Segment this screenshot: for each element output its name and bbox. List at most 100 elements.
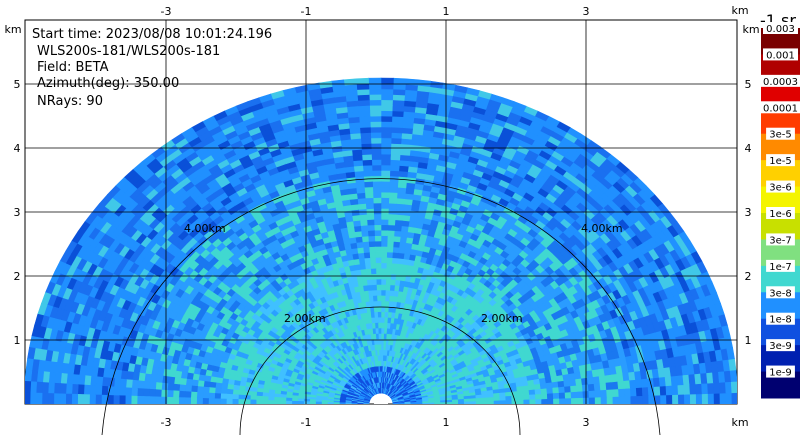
radar-cell	[365, 268, 372, 275]
radar-cell	[392, 99, 405, 107]
radar-cell	[380, 93, 394, 101]
radar-cell	[642, 395, 650, 404]
radar-cell	[629, 387, 638, 397]
radar-cell	[358, 115, 371, 123]
radar-cell	[570, 384, 578, 393]
radar-cell	[399, 154, 410, 162]
radar-cell	[380, 262, 387, 269]
radar-cell	[371, 159, 382, 166]
radar-cell	[377, 311, 382, 318]
radar-cell	[570, 391, 578, 399]
radar-cell	[695, 393, 703, 404]
radar-cell	[606, 388, 614, 398]
radar-cell	[388, 202, 397, 210]
radar-cell	[391, 115, 404, 123]
radar-cell	[385, 267, 392, 275]
radar-cell	[629, 379, 637, 389]
radar-cell	[375, 267, 382, 275]
radar-cell	[581, 383, 590, 392]
radar-cell	[564, 391, 572, 399]
radar-cell	[392, 94, 406, 101]
radar-cell	[380, 202, 390, 209]
radar-cell	[369, 99, 382, 106]
radar-cell	[386, 251, 393, 259]
radar-cell	[600, 396, 608, 404]
radar-cell	[380, 99, 393, 106]
radar-cell	[552, 392, 560, 399]
radar-cell	[385, 278, 391, 286]
radar-cell	[380, 289, 386, 296]
radar-cell	[725, 392, 733, 404]
radar-cell	[724, 381, 733, 394]
radar-cell	[373, 224, 382, 231]
radar-cell	[576, 397, 584, 404]
radar-cell	[380, 180, 390, 188]
radar-cell	[372, 180, 382, 188]
radar-cell	[368, 93, 382, 101]
radar-cell	[380, 246, 388, 253]
radar-cell	[370, 131, 382, 139]
radar-cell	[355, 241, 364, 249]
radar-cell	[391, 262, 398, 270]
radar-cell	[683, 383, 691, 395]
radar-cell	[392, 246, 400, 254]
radar-cell	[371, 153, 382, 160]
radar-cell	[353, 225, 362, 233]
radar-cell	[380, 153, 391, 160]
radar-cell	[576, 390, 584, 399]
radar-cell	[487, 400, 495, 404]
radar-cell	[363, 181, 374, 188]
radar-cell	[677, 384, 685, 395]
radar-cell	[372, 186, 382, 193]
radar-cell	[505, 395, 513, 401]
radar-cell	[391, 104, 405, 112]
radar-cell	[370, 267, 377, 275]
radar-cell	[369, 110, 382, 117]
radar-cell	[371, 284, 377, 291]
radar-cell	[388, 191, 398, 199]
radar-cell	[624, 387, 632, 397]
radar-cell	[372, 295, 378, 302]
radar-cell	[387, 213, 396, 221]
radar-cell	[623, 379, 631, 389]
radar-cell	[376, 294, 382, 302]
radar-cell	[361, 241, 370, 248]
radar-cell	[695, 383, 703, 395]
radar-cell	[396, 257, 404, 265]
radar-cell	[398, 246, 406, 254]
radar-cell	[364, 191, 374, 199]
radar-cell	[380, 229, 388, 237]
radar-cell	[383, 316, 388, 324]
radar-cell	[390, 132, 403, 139]
radar-cell	[606, 396, 614, 404]
radar-cell	[391, 126, 403, 134]
radar-cell	[377, 316, 382, 323]
radar-cell	[360, 143, 372, 150]
radar-cell	[360, 137, 372, 145]
radar-cell	[385, 284, 391, 291]
radar-cell	[380, 115, 393, 122]
radar-cell	[617, 380, 625, 390]
radar-cell	[391, 251, 399, 259]
radar-cell	[369, 257, 376, 264]
radar-cell	[558, 391, 566, 399]
radar-cell	[389, 164, 400, 172]
radar-cell	[666, 394, 673, 404]
radar-cell	[481, 400, 489, 404]
radar-cell	[380, 126, 392, 133]
radar-cell	[380, 224, 389, 231]
radar-cell	[641, 378, 649, 388]
radar-cell	[384, 295, 390, 302]
radar-cell	[389, 284, 396, 291]
radar-cell	[362, 246, 370, 254]
radar-cell	[371, 278, 377, 286]
radar-cell	[664, 375, 673, 387]
radar-cell	[361, 153, 373, 161]
radar-cell	[587, 383, 596, 392]
radar-cell	[394, 213, 404, 221]
radar-cell	[374, 229, 382, 237]
radar-cell	[397, 181, 407, 189]
radar-cell	[366, 219, 375, 226]
radar-cell	[367, 229, 375, 237]
